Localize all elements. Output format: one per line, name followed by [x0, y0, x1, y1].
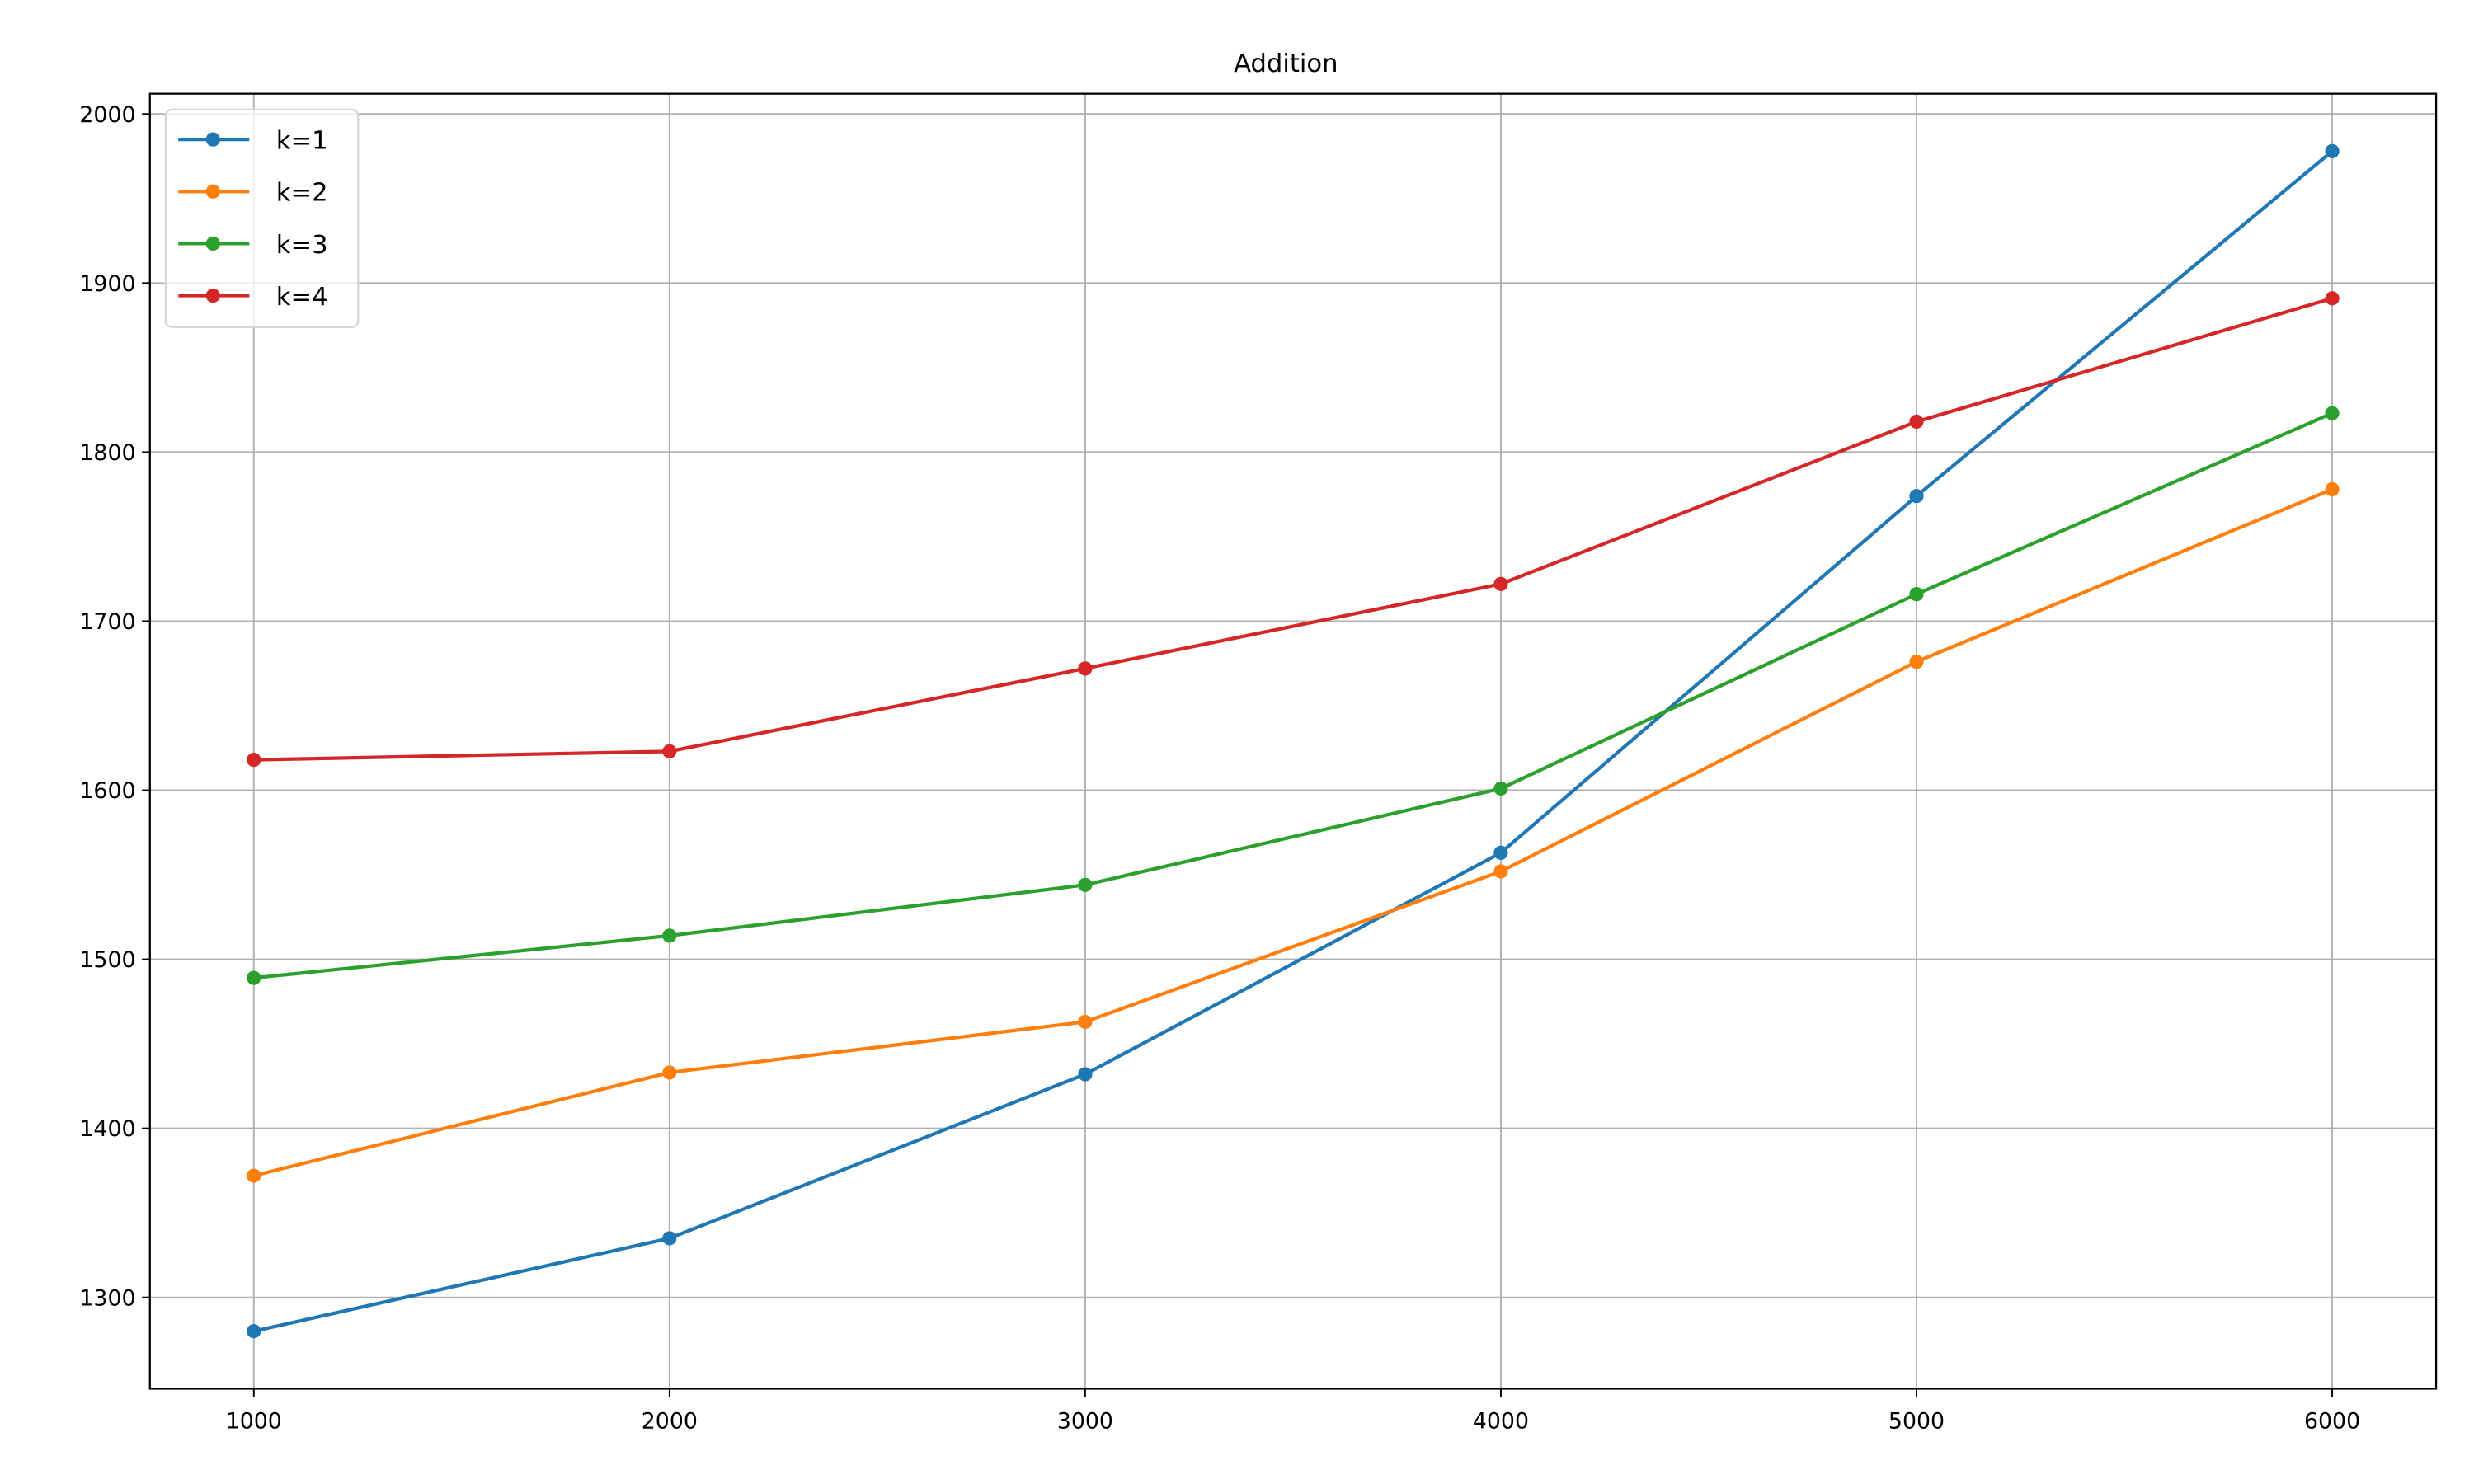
legend-box — [164, 108, 360, 328]
series-line-k2 — [253, 487, 2333, 1178]
y-tick-label: 1900 — [79, 271, 135, 297]
data-point — [1078, 661, 1093, 676]
y-tick-label: 1300 — [79, 1285, 135, 1311]
x-tick-label: 5000 — [1888, 1408, 1945, 1434]
y-tick-label: 1700 — [79, 609, 135, 635]
data-point — [1078, 877, 1093, 892]
data-point — [2325, 481, 2340, 497]
series-layer — [247, 143, 2340, 1339]
data-point — [247, 1324, 261, 1339]
legend-marker — [205, 184, 220, 199]
x-tick-label: 4000 — [1473, 1408, 1529, 1434]
data-point — [2325, 291, 2340, 306]
axis-ticks: 1000 2000 3000 4000 5000 6000 1300 1400 1500 1600… — [79, 102, 2360, 1434]
chart-title: Addition — [1234, 49, 1338, 78]
data-point — [662, 1231, 677, 1246]
legend-label: k=2 — [276, 179, 328, 208]
data-point — [662, 744, 677, 758]
x-tick-label: 3000 — [1057, 1408, 1113, 1434]
plot-area-frame — [148, 92, 2438, 1390]
data-point — [2325, 143, 2340, 158]
legend: k=1 k=2 k=3 k=4 — [164, 108, 360, 328]
y-tick-label: 1400 — [79, 1116, 135, 1142]
data-point — [1909, 489, 1924, 504]
series-line-k4 — [253, 296, 2333, 762]
data-point — [1493, 781, 1508, 796]
data-point — [1078, 1014, 1093, 1030]
series-line-k3 — [253, 411, 2333, 980]
data-point — [1493, 864, 1508, 879]
data-point — [247, 1168, 261, 1183]
grid — [149, 93, 2437, 1389]
data-point — [2325, 406, 2340, 420]
data-point — [1909, 655, 1924, 669]
legend-marker — [205, 288, 220, 303]
data-point — [1493, 576, 1508, 591]
legend-marker — [205, 132, 220, 147]
y-tick-label: 1600 — [79, 778, 135, 804]
legend-label: k=4 — [276, 283, 328, 312]
data-point — [1909, 414, 1924, 430]
legend-label: k=1 — [276, 127, 328, 156]
x-tick-label: 6000 — [2304, 1408, 2360, 1434]
y-tick-label: 2000 — [79, 102, 135, 128]
y-tick-label: 1500 — [79, 947, 135, 973]
legend-marker — [205, 236, 220, 251]
series-line-k1 — [253, 149, 2334, 1333]
data-point — [1909, 587, 1924, 602]
data-point — [662, 928, 677, 943]
x-tick-label: 1000 — [226, 1408, 282, 1434]
data-point — [247, 970, 261, 985]
legend-label: k=3 — [276, 231, 328, 260]
data-point — [1493, 845, 1508, 860]
data-point — [1078, 1067, 1093, 1082]
data-point — [247, 752, 261, 768]
y-tick-label: 1800 — [79, 440, 135, 466]
data-point — [662, 1065, 677, 1080]
x-tick-label: 2000 — [642, 1408, 698, 1434]
